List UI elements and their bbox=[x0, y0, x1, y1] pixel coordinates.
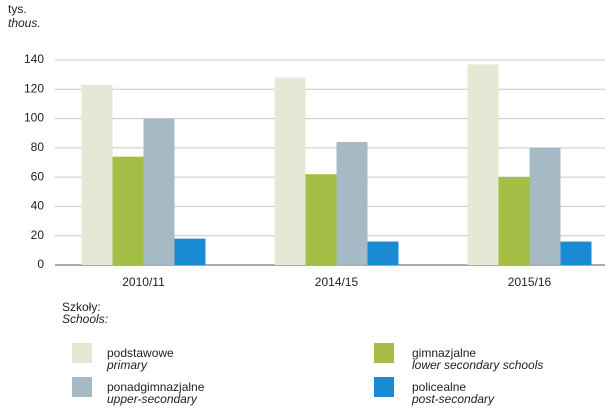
legend-swatch bbox=[72, 343, 92, 363]
legend-label-en: post-secondary bbox=[411, 392, 495, 406]
legend-label: ponadgimnazjalne bbox=[107, 380, 205, 394]
y-tick-label: 120 bbox=[24, 81, 44, 95]
legend-label: gimnazjalne bbox=[412, 346, 476, 360]
bar bbox=[498, 177, 530, 265]
y-tick-label: 0 bbox=[37, 257, 44, 271]
bar bbox=[274, 77, 306, 265]
bar bbox=[143, 118, 175, 265]
y-tick-label: 60 bbox=[31, 169, 45, 183]
x-tick-label: 2015/16 bbox=[508, 275, 552, 289]
legend-label-en: primary bbox=[106, 358, 148, 372]
legend-swatch bbox=[374, 343, 394, 363]
y-axis-label-en: thous. bbox=[8, 16, 41, 30]
legend-swatch bbox=[374, 377, 394, 397]
bar bbox=[467, 64, 499, 266]
bar bbox=[112, 156, 144, 265]
bar bbox=[336, 142, 368, 265]
legend-label: podstawowe bbox=[107, 346, 174, 360]
y-tick-label: 140 bbox=[24, 52, 44, 66]
legend-label: policealne bbox=[412, 380, 466, 394]
legend-title-en: Schools: bbox=[62, 312, 108, 326]
y-tick-label: 80 bbox=[31, 140, 45, 154]
x-tick-label: 2010/11 bbox=[122, 275, 165, 289]
legend-label-en: lower secondary schools bbox=[412, 358, 543, 372]
legend-title: Szkoły: bbox=[62, 300, 101, 314]
legend-label-en: upper-secondary bbox=[107, 392, 198, 406]
bar bbox=[305, 174, 337, 265]
bar bbox=[81, 84, 113, 266]
bar bbox=[367, 241, 399, 265]
y-axis-label: tys. bbox=[8, 2, 27, 16]
y-tick-label: 100 bbox=[24, 111, 44, 125]
legend-swatch bbox=[72, 377, 92, 397]
y-tick-label: 40 bbox=[31, 199, 45, 213]
x-tick-label: 2014/15 bbox=[315, 275, 359, 289]
bar bbox=[174, 238, 206, 265]
y-tick-label: 20 bbox=[31, 228, 45, 242]
bar bbox=[529, 147, 561, 265]
bar bbox=[560, 241, 592, 265]
